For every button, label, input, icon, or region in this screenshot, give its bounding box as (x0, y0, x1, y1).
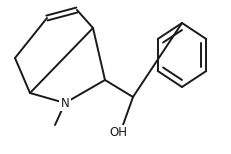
Text: N: N (60, 97, 69, 109)
Text: OH: OH (109, 126, 126, 140)
